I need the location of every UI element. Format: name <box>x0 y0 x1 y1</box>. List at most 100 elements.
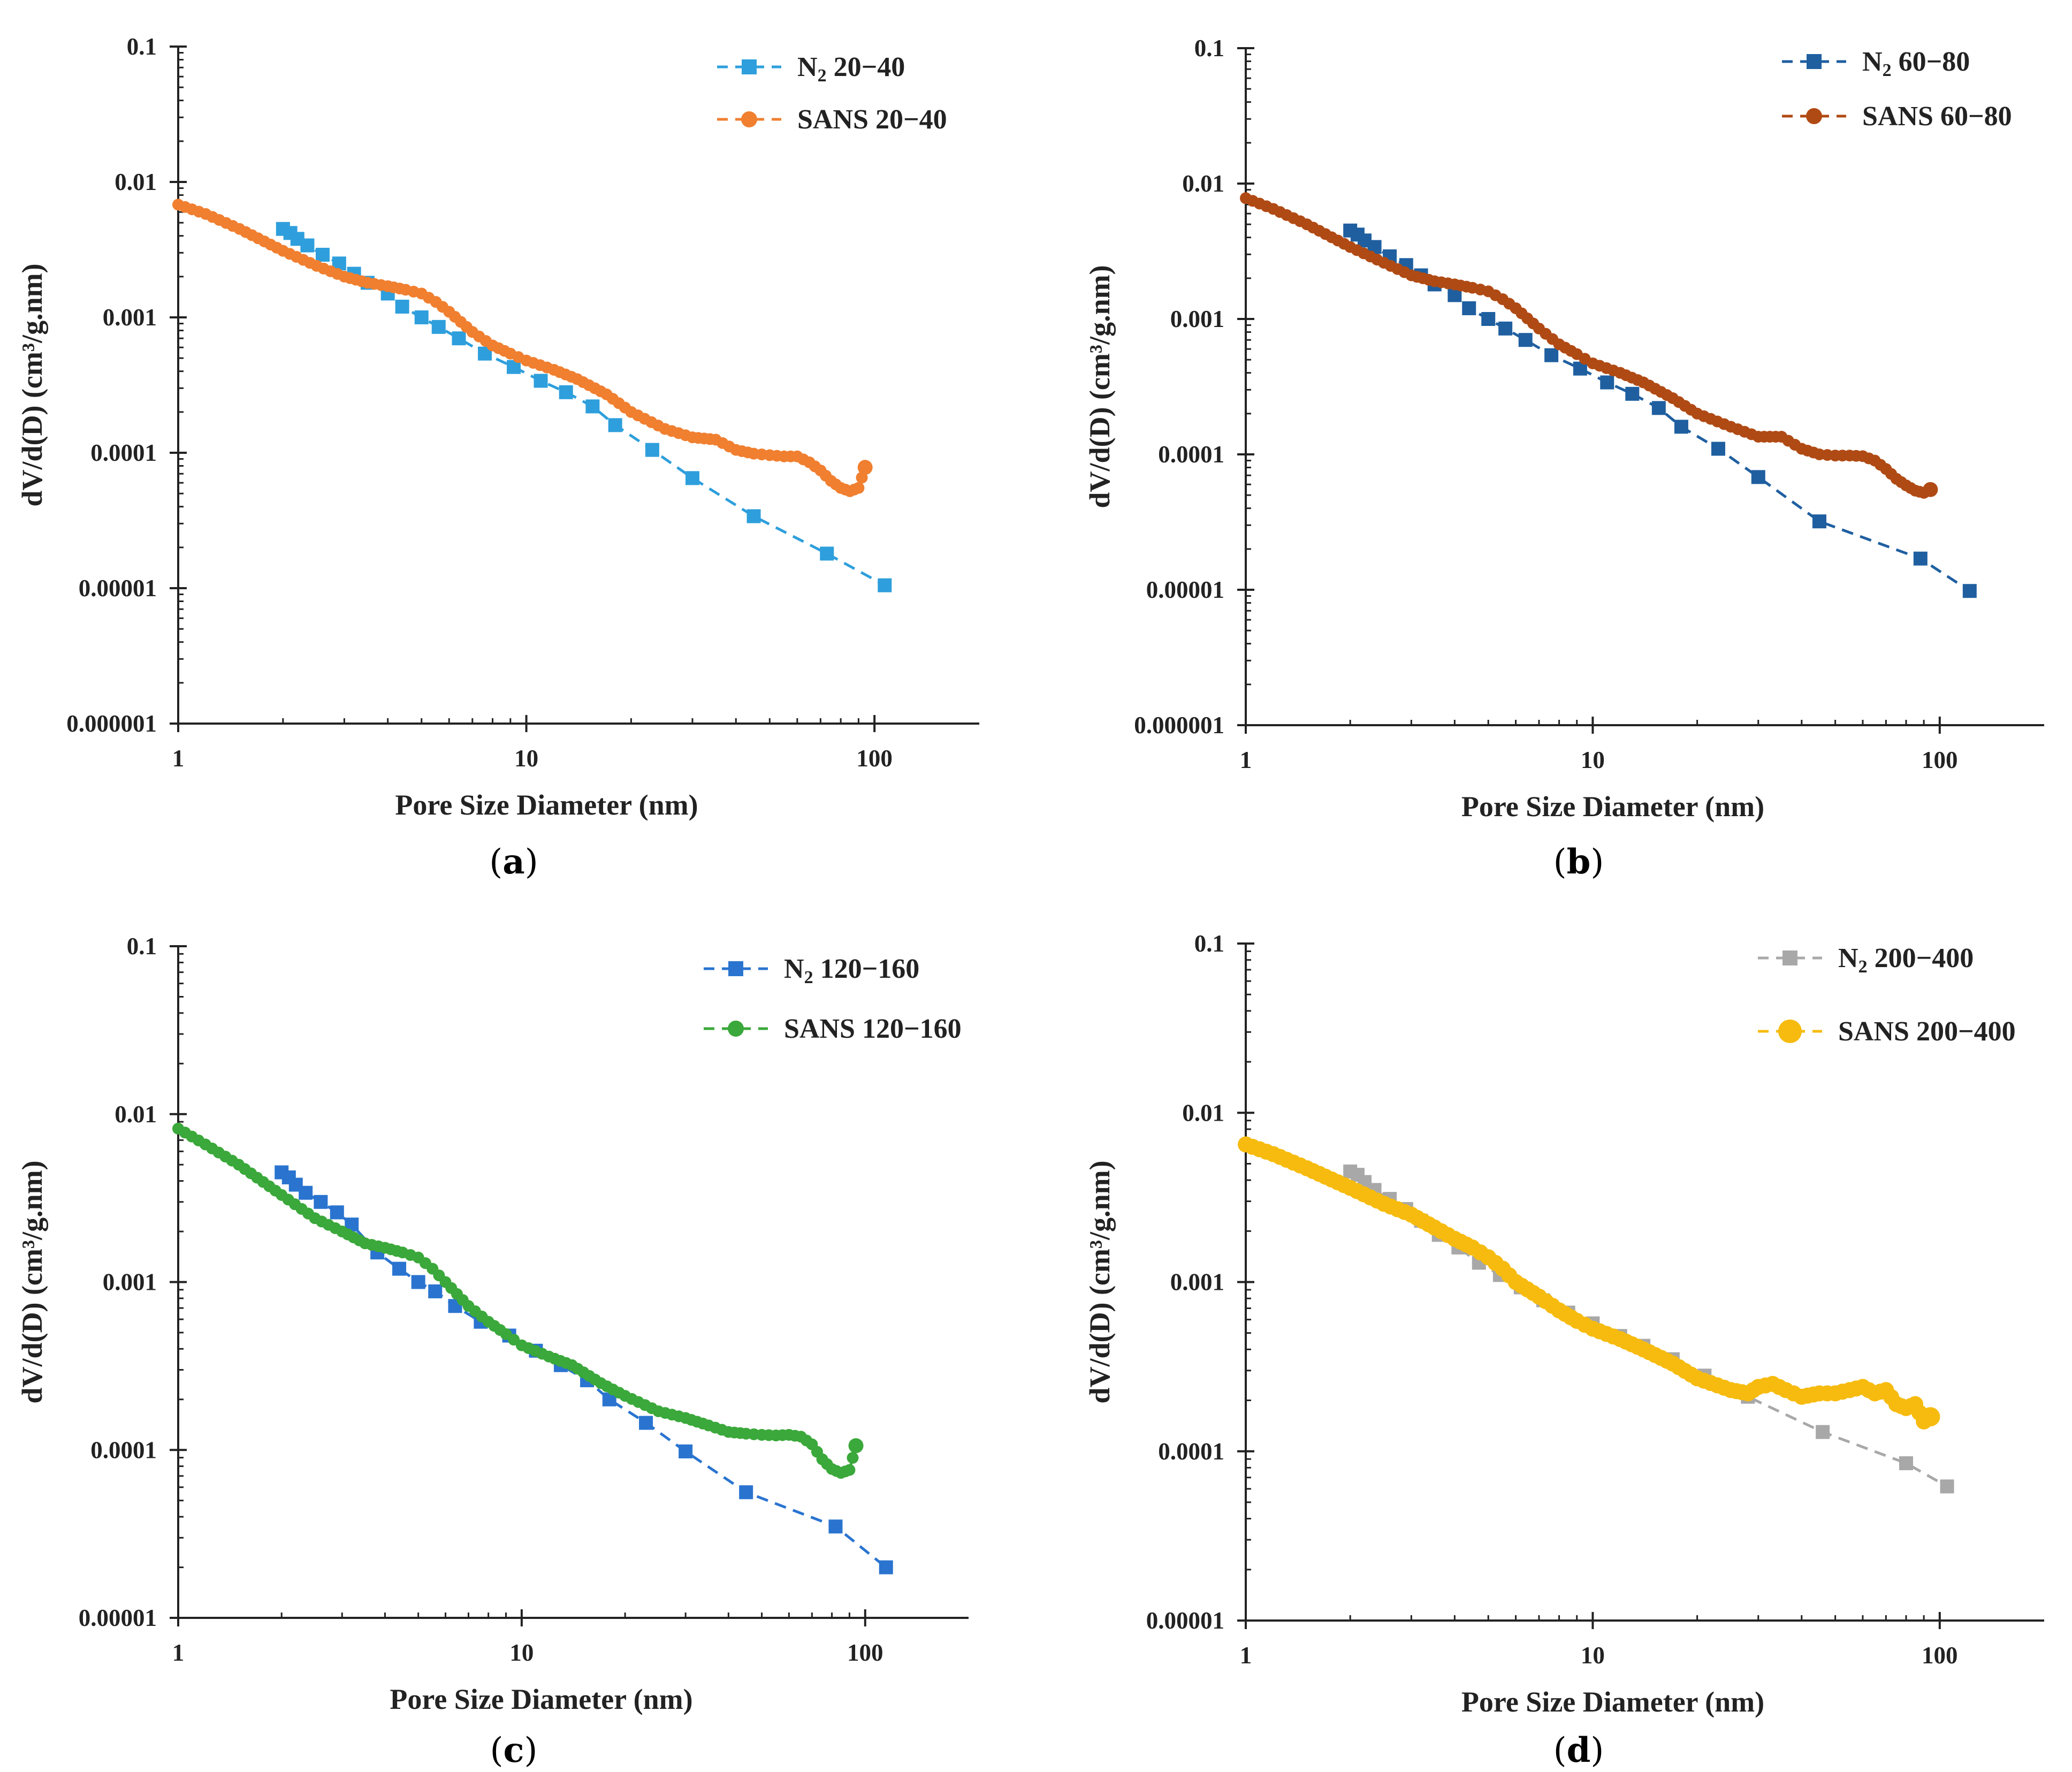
x-tick-label: 100 <box>847 1639 883 1666</box>
data-point <box>314 1195 328 1209</box>
data-point <box>300 238 315 253</box>
data-point <box>645 443 659 457</box>
y-tick-label: 0.00001 <box>1146 1607 1224 1634</box>
y-tick-label: 0.1 <box>1194 35 1224 62</box>
data-point <box>585 399 600 414</box>
data-point <box>1600 375 1614 390</box>
legend-label: SANS 20−40 <box>797 104 947 135</box>
y-tick-label: 0.001 <box>103 1269 157 1296</box>
y-tick-label: 0.1 <box>127 33 157 60</box>
data-point <box>534 374 548 388</box>
legend-entry: N2 20−40 <box>717 52 905 86</box>
data-point <box>852 482 865 494</box>
data-point <box>559 385 573 399</box>
data-point <box>879 1560 893 1575</box>
legend-marker <box>1778 1020 1802 1043</box>
y-tick-label: 0.01 <box>1182 170 1224 197</box>
data-point <box>392 1261 407 1276</box>
data-point <box>1962 584 1977 598</box>
legend-entry: SANS 200−400 <box>1758 1016 2016 1047</box>
y-tick-label: 0.0001 <box>1158 1438 1224 1465</box>
x-tick-label: 10 <box>1581 1642 1605 1669</box>
y-tick-label: 0.001 <box>1170 1269 1224 1296</box>
x-tick-label: 10 <box>1581 747 1605 773</box>
y-tick-label: 0.01 <box>1182 1099 1224 1126</box>
legend-entry: SANS 120−160 <box>704 1014 962 1044</box>
legend-entry: SANS 60−80 <box>1782 101 2012 132</box>
data-point <box>452 331 466 346</box>
data-point <box>1812 514 1826 529</box>
x-tick-label: 10 <box>514 745 538 772</box>
data-point <box>395 299 409 314</box>
data-point <box>1498 321 1513 336</box>
x-tick-label: 1 <box>1240 1642 1252 1669</box>
y-tick-label: 0.00001 <box>79 575 157 602</box>
y-tick-label: 0.01 <box>115 1101 157 1128</box>
y-tick-label: 0.000001 <box>1134 712 1224 739</box>
x-axis-title: Pore Size Diameter (nm) <box>395 789 698 821</box>
data-point <box>1816 1425 1830 1439</box>
data-point <box>1940 1479 1954 1494</box>
y-axis-title: dV/d(D) (cm³/g.nm) <box>1084 1160 1116 1403</box>
data-point <box>639 1416 653 1430</box>
data-point <box>848 1438 864 1454</box>
x-axis-title: Pore Size Diameter (nm) <box>1461 790 1764 823</box>
legend-entry: N2 60−80 <box>1782 47 1970 80</box>
legend-label: SANS 60−80 <box>1862 101 2012 132</box>
data-point <box>843 1464 856 1476</box>
legend-marker <box>741 111 757 127</box>
y-tick-label: 0.1 <box>127 933 157 960</box>
series-sans-200-400 <box>1238 1136 1940 1430</box>
y-tick-label: 0.00001 <box>1146 576 1224 603</box>
legend-label: N2 20−40 <box>797 52 905 86</box>
legend-label: SANS 120−160 <box>784 1014 962 1044</box>
panel-caption-a: (a) <box>489 842 538 882</box>
data-point <box>1899 1456 1913 1471</box>
chart-c: 0.1 0.01 0.001 0.0001 0.00001 1 10 100 Pore Size… <box>16 933 969 1715</box>
x-tick-label: 1 <box>172 1639 185 1666</box>
x-tick-label: 1 <box>172 745 185 772</box>
panel-caption-b: (b) <box>1553 842 1604 882</box>
x-tick-label: 100 <box>856 745 893 772</box>
legend-marker <box>1782 950 1797 965</box>
data-point <box>857 460 873 475</box>
y-axis-title: dV/d(D) (cm³/g.nm) <box>16 263 48 506</box>
y-axis-title: dV/d(D) (cm³/g.nm) <box>1084 265 1116 508</box>
y-tick-label: 0.0001 <box>1158 441 1224 468</box>
series-sans-120-160 <box>172 1122 864 1479</box>
data-point <box>1544 348 1559 362</box>
y-tick-label: 0.001 <box>103 304 157 331</box>
legend-entry: N2 200−400 <box>1758 943 1974 977</box>
legend-marker <box>742 59 757 74</box>
x-axis-title: Pore Size Diameter (nm) <box>390 1683 692 1715</box>
y-tick-label: 0.0001 <box>90 1436 157 1463</box>
legend-entry: N2 120−160 <box>704 954 919 987</box>
legend-label: N2 120−160 <box>784 954 919 987</box>
data-point <box>739 1485 753 1500</box>
data-point <box>847 1451 859 1464</box>
series-sans-20-40 <box>172 199 873 497</box>
data-point <box>679 1444 693 1459</box>
data-point <box>411 1275 425 1289</box>
data-point <box>1481 312 1496 326</box>
y-tick-label: 0.1 <box>1194 930 1224 957</box>
legend-label: N2 200−400 <box>1838 943 1974 977</box>
legend-label: SANS 200−400 <box>1838 1016 2016 1047</box>
legend-label: N2 60−80 <box>1862 47 1970 80</box>
data-point <box>1518 333 1533 347</box>
data-point <box>1923 482 1938 497</box>
chart-a: 0.1 0.01 0.001 0.0001 0.00001 0.000001 1 10 100 P… <box>16 33 979 821</box>
data-point <box>746 509 761 523</box>
data-point <box>828 1519 843 1534</box>
data-point <box>878 578 892 592</box>
data-point <box>428 1284 443 1298</box>
y-tick-label: 0.00001 <box>79 1604 157 1631</box>
data-point <box>1625 386 1640 401</box>
data-point <box>1711 442 1725 456</box>
chart-d: 0.1 0.01 0.001 0.0001 0.00001 1 10 100 Pore Size… <box>1084 930 2044 1718</box>
data-point <box>414 310 429 324</box>
x-tick-label: 100 <box>1922 747 1958 773</box>
data-point <box>315 248 330 262</box>
data-point <box>1651 401 1666 415</box>
